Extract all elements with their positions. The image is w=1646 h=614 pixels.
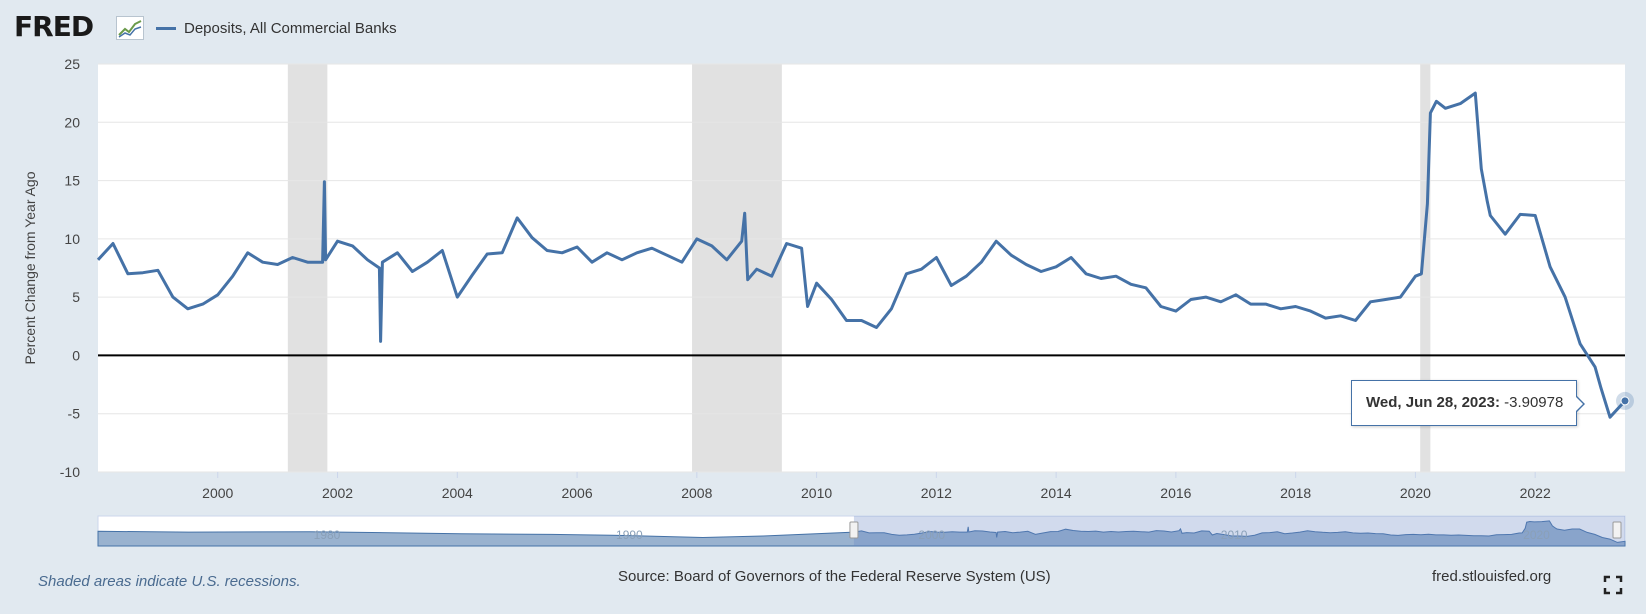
navigator-handle[interactable] [1612, 521, 1622, 539]
y-tick-label: 5 [72, 289, 80, 305]
fullscreen-icon[interactable] [1603, 575, 1623, 595]
source-text: Source: Board of Governors of the Federa… [618, 568, 1051, 585]
y-tick-label: 0 [72, 347, 80, 363]
chart-legend[interactable]: Deposits, All Commercial Banks [156, 18, 397, 38]
y-tick-label: -10 [60, 464, 80, 480]
x-tick-label: 2020 [1400, 485, 1431, 501]
fred-graph-icon [116, 16, 144, 40]
recession-note: Shaded areas indicate U.S. recessions. [38, 573, 301, 590]
recession-band [692, 64, 782, 472]
y-axis-title: Percent Change from Year Ago [22, 171, 38, 364]
data-tooltip: Wed, Jun 28, 2023: -3.90978 [1351, 380, 1585, 426]
tooltip-value: -3.90978 [1499, 394, 1564, 411]
tooltip-date: Wed, Jun 28, 2023: [1366, 394, 1500, 411]
x-tick-label: 2018 [1280, 485, 1311, 501]
navigator-tick-label: 1990 [616, 528, 643, 542]
navigator-tick-label: 2000 [918, 528, 945, 542]
y-tick-label: 15 [64, 173, 80, 189]
x-tick-label: 2022 [1520, 485, 1551, 501]
x-tick-label: 2016 [1160, 485, 1191, 501]
legend-line-swatch [156, 26, 176, 30]
x-tick-label: 2004 [442, 485, 473, 501]
navigator-selection [853, 516, 1625, 546]
recession-band [287, 64, 328, 472]
y-tick-label: -5 [68, 406, 81, 422]
x-tick-label: 2012 [921, 485, 952, 501]
y-tick-label: 10 [64, 231, 80, 247]
x-tick-label: 2006 [561, 485, 592, 501]
series-line [96, 91, 1627, 419]
x-tick-label: 2000 [202, 485, 233, 501]
recession-band [1420, 64, 1431, 472]
x-tick-label: 2010 [801, 485, 832, 501]
x-tick-label: 2008 [681, 485, 712, 501]
hover-point [1620, 396, 1630, 406]
legend-series-label: Deposits, All Commercial Banks [184, 19, 397, 37]
navigator-tick-label: 1980 [314, 528, 341, 542]
navigator-tick-label: 2010 [1221, 528, 1248, 542]
navigator-tick-label: 2020 [1523, 528, 1550, 542]
y-tick-label: 25 [64, 56, 80, 72]
x-tick-label: 2014 [1041, 485, 1072, 501]
y-tick-label: 20 [64, 114, 80, 130]
fred-url-link[interactable]: fred.stlouisfed.org [1432, 568, 1552, 585]
x-tick-label: 2002 [322, 485, 353, 501]
navigator-series [97, 520, 1626, 547]
navigator-handle[interactable] [849, 521, 859, 539]
fred-logo[interactable]: FRED [14, 10, 94, 43]
